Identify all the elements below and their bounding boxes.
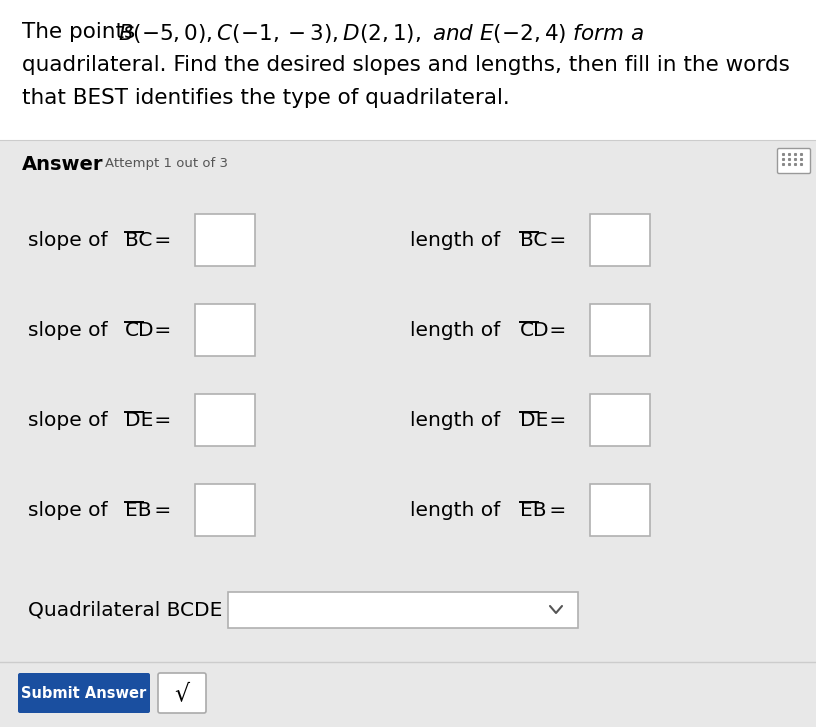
FancyBboxPatch shape [195,214,255,266]
FancyBboxPatch shape [590,304,650,356]
FancyBboxPatch shape [778,148,810,174]
Text: BC: BC [520,230,548,249]
Text: length of: length of [410,321,500,340]
Text: length of: length of [410,411,500,430]
Text: that BEST identifies the type of quadrilateral.: that BEST identifies the type of quadril… [22,88,510,108]
FancyBboxPatch shape [18,673,150,713]
Text: slope of: slope of [28,500,108,520]
Text: slope of: slope of [28,230,108,249]
Text: Submit Answer: Submit Answer [21,686,147,701]
Text: length of: length of [410,500,500,520]
Text: length of: length of [410,230,500,249]
Text: slope of: slope of [28,321,108,340]
Text: Quadrilateral BCDE is: Quadrilateral BCDE is [28,601,245,619]
FancyBboxPatch shape [195,484,255,536]
Text: $B(-5,0), C(-1,-3), D(2,1),$ and $E(-2,4)$ form a: $B(-5,0), C(-1,-3), D(2,1),$ and $E(-2,4… [118,22,644,45]
Text: =: = [148,230,171,249]
Text: EB: EB [125,500,152,520]
Text: CD: CD [125,321,154,340]
Text: EB: EB [520,500,547,520]
Text: =: = [543,230,566,249]
FancyBboxPatch shape [195,394,255,446]
Text: DE: DE [520,411,548,430]
Text: √: √ [175,681,189,705]
Text: =: = [543,321,566,340]
Text: DE: DE [125,411,153,430]
FancyBboxPatch shape [590,214,650,266]
FancyBboxPatch shape [195,304,255,356]
Text: =: = [148,411,171,430]
FancyBboxPatch shape [158,673,206,713]
FancyBboxPatch shape [0,0,816,140]
Text: =: = [543,500,566,520]
Text: CD: CD [520,321,550,340]
Text: =: = [148,500,171,520]
Text: Answer: Answer [22,155,104,174]
FancyBboxPatch shape [0,140,816,727]
FancyBboxPatch shape [0,662,816,727]
FancyBboxPatch shape [590,484,650,536]
Text: The points: The points [22,22,142,42]
Text: =: = [148,321,171,340]
Text: quadrilateral. Find the desired slopes and lengths, then fill in the words: quadrilateral. Find the desired slopes a… [22,55,790,75]
FancyBboxPatch shape [228,592,578,628]
Text: BC: BC [125,230,153,249]
FancyBboxPatch shape [590,394,650,446]
Text: =: = [543,411,566,430]
Text: slope of: slope of [28,411,108,430]
Text: Attempt 1 out of 3: Attempt 1 out of 3 [105,157,228,170]
